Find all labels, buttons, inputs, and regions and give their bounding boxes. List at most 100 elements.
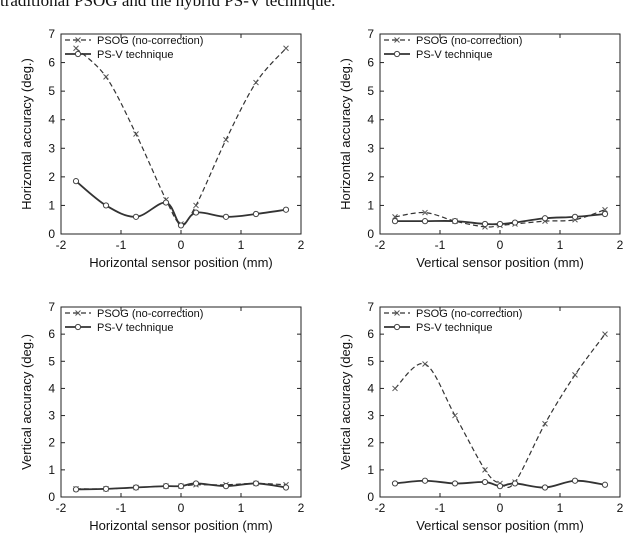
legend-label: PSOG (no-correction) bbox=[416, 35, 522, 47]
chart-panel-2: -2 -1 0 1 2 0 1 2 3 4 5 6 7 Vertical sensor position … bbox=[338, 27, 624, 270]
y-tick-label: 5 bbox=[48, 354, 55, 368]
legend-marker bbox=[75, 37, 81, 43]
y-tick-label: 0 bbox=[367, 490, 374, 504]
marker-stroke bbox=[193, 202, 199, 209]
y-tick-label: 5 bbox=[48, 84, 55, 98]
x-tick-label: 1 bbox=[557, 501, 564, 515]
x-tick-label: 1 bbox=[238, 238, 245, 252]
legend-marker bbox=[394, 37, 400, 43]
x-tick-label: -1 bbox=[435, 238, 446, 252]
data-point-psog bbox=[73, 45, 79, 52]
data-point-psv bbox=[511, 219, 519, 226]
marker-stroke bbox=[422, 209, 428, 216]
data-point-psv bbox=[541, 484, 549, 491]
x-tick-label: -2 bbox=[56, 238, 67, 252]
data-point-psv bbox=[451, 480, 459, 487]
data-point-psv bbox=[177, 483, 185, 490]
y-tick-label: 0 bbox=[367, 227, 374, 241]
data-point-psog bbox=[223, 136, 229, 143]
y-tick-label: 4 bbox=[367, 381, 374, 395]
x-tick-label: -2 bbox=[375, 501, 386, 515]
x-axis-label: Vertical sensor position (mm) bbox=[416, 518, 584, 533]
y-tick-label: 2 bbox=[367, 170, 374, 184]
x-tick-label: 2 bbox=[617, 501, 624, 515]
legend-marker bbox=[393, 50, 401, 58]
marker-stroke bbox=[133, 131, 139, 137]
legend-label: PSOG (no-correction) bbox=[97, 35, 203, 47]
data-point-psv bbox=[421, 477, 429, 484]
legend-marker bbox=[74, 50, 82, 58]
y-tick-label: 7 bbox=[367, 27, 374, 41]
data-point-psog bbox=[103, 74, 109, 80]
chart-panel-1: -2 -1 0 1 2 0 1 2 3 4 5 6 7 Horizontal sensor positio… bbox=[19, 27, 305, 270]
marker-stroke bbox=[223, 136, 229, 143]
chart-panel-3: -2 -1 0 1 2 0 1 2 3 4 5 6 7 Horizontal sensor positio… bbox=[19, 300, 305, 533]
y-tick-label: 2 bbox=[48, 170, 55, 184]
x-axis-label: Horizontal sensor position (mm) bbox=[89, 255, 273, 270]
y-tick-label: 1 bbox=[48, 463, 55, 477]
x-tick-label: -1 bbox=[116, 501, 127, 515]
plot-frame bbox=[60, 33, 302, 235]
data-point-psog bbox=[193, 202, 199, 209]
x-axis-label: Vertical sensor position (mm) bbox=[416, 255, 584, 270]
data-point-psv bbox=[481, 478, 489, 486]
marker-stroke bbox=[73, 45, 79, 52]
y-tick-label: 6 bbox=[367, 56, 374, 70]
data-point-psv bbox=[162, 483, 170, 490]
y-tick-label: 5 bbox=[367, 354, 374, 368]
marker-stroke bbox=[572, 372, 578, 378]
y-tick-label: 5 bbox=[367, 84, 374, 98]
y-axis-label: Vertical accuracy (deg.) bbox=[19, 334, 34, 470]
marker-stroke bbox=[392, 214, 398, 220]
data-point-psv bbox=[222, 213, 230, 220]
y-axis-label: Vertical accuracy (deg.) bbox=[338, 334, 353, 470]
data-point-psog bbox=[133, 131, 139, 137]
x-tick-label: 2 bbox=[298, 238, 305, 252]
y-tick-label: 1 bbox=[48, 198, 55, 212]
data-point-psog bbox=[392, 214, 398, 220]
data-point-psv bbox=[132, 484, 140, 491]
x-tick-label: -2 bbox=[375, 238, 386, 252]
marker-stroke bbox=[422, 361, 428, 367]
data-point-psv bbox=[72, 486, 80, 493]
data-point-psv bbox=[162, 199, 170, 206]
x-tick-label: 2 bbox=[298, 501, 305, 515]
legend-label: PSOG (no-correction) bbox=[416, 308, 522, 320]
y-tick-label: 4 bbox=[48, 381, 55, 395]
y-tick-label: 0 bbox=[48, 227, 55, 241]
data-point-psog bbox=[542, 420, 548, 427]
legend-label: PS-V technique bbox=[416, 49, 492, 61]
y-tick-label: 4 bbox=[48, 113, 55, 127]
data-point-psv bbox=[72, 178, 80, 185]
series-line-psog bbox=[394, 333, 606, 489]
data-point-psv bbox=[511, 480, 519, 487]
legend-label: PS-V technique bbox=[97, 49, 173, 61]
data-point-psv bbox=[391, 480, 399, 487]
data-point-psv bbox=[451, 218, 459, 225]
marker-stroke bbox=[602, 331, 608, 337]
x-tick-label: 1 bbox=[238, 501, 245, 515]
data-point-psv bbox=[571, 213, 579, 220]
y-tick-label: 6 bbox=[48, 56, 55, 70]
data-point-psog bbox=[422, 361, 428, 367]
y-axis-label: Horizontal accuracy (deg.) bbox=[19, 58, 34, 210]
plot-frame bbox=[379, 306, 621, 498]
data-point-psv bbox=[177, 222, 185, 229]
data-point-psog bbox=[253, 79, 259, 86]
data-point-psv bbox=[496, 483, 504, 490]
x-tick-label: 0 bbox=[178, 501, 185, 515]
y-tick-label: 7 bbox=[48, 300, 55, 314]
data-point-psog bbox=[392, 385, 398, 392]
marker-stroke bbox=[283, 45, 289, 52]
legend-marker bbox=[394, 310, 400, 316]
data-point-psv bbox=[421, 218, 429, 225]
data-point-psv bbox=[282, 206, 290, 213]
data-point-psv bbox=[252, 210, 260, 218]
legend-marker bbox=[74, 323, 82, 331]
y-tick-label: 7 bbox=[367, 300, 374, 314]
x-tick-label: 0 bbox=[497, 238, 504, 252]
marker-stroke bbox=[482, 467, 488, 473]
y-tick-label: 6 bbox=[367, 327, 374, 341]
y-tick-label: 1 bbox=[367, 463, 374, 477]
